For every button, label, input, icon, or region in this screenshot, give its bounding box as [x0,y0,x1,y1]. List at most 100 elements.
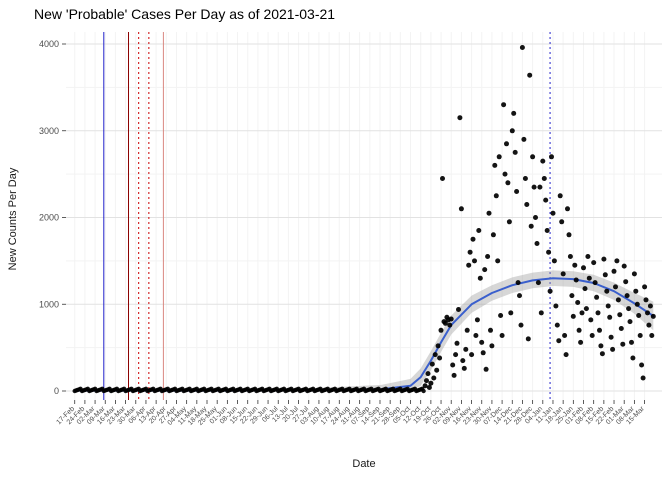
scatter-point [519,45,525,50]
scatter-point [480,350,486,356]
scatter-point [610,346,616,352]
scatter-point [556,338,562,344]
scatter-point [531,184,537,190]
scatter-point [514,189,520,194]
scatter-point [647,303,653,309]
scatter-point [437,355,443,361]
scatter-point [434,367,440,373]
scatter-point [538,310,544,316]
scatter-point [447,322,453,328]
scatter-point [504,141,509,147]
scatter-point [607,314,613,320]
scatter-point [591,260,597,266]
scatter-point [640,375,646,381]
scatter-point [551,258,557,264]
scatter-point [464,327,470,333]
scatter-point [506,219,512,225]
scatter-point [601,256,607,262]
scatter-point [450,362,456,368]
scatter-point [463,346,469,352]
scatter-point [528,223,534,229]
scatter-point [435,343,441,349]
scatter-point [460,358,466,364]
scatter-point [588,317,594,323]
scatter-point [499,333,505,338]
scatter-point [486,210,492,216]
y-tick-label: 0 [54,386,59,396]
scatter-point [565,206,570,212]
scatter-point [608,334,614,340]
scatter-point [649,333,655,338]
scatter-point [521,136,527,142]
scatter-point [631,271,637,277]
scatter-point [454,340,460,346]
scatter-point [457,115,463,121]
y-tick-label: 1000 [39,299,59,309]
scatter-point [595,310,601,316]
scatter-point [573,277,579,283]
scatter-point [617,312,623,318]
scatter-point [530,154,536,160]
y-tick-label: 4000 [39,39,59,49]
scatter-point [611,268,617,274]
scatter-point [533,215,538,220]
scatter-point [424,378,429,384]
scatter-point [633,288,639,294]
scatter-point [534,241,540,246]
scatter-point [594,294,600,300]
scatter-point [620,341,626,347]
scatter-point [524,202,530,207]
scatter-point [615,297,621,303]
scatter-point [467,249,473,255]
scatter-point [614,258,620,264]
chart-title: New 'Probable' Cases Per Day as of 2021-… [34,6,336,22]
scatter-point [425,371,431,377]
scatter-point [476,228,482,233]
scatter-point [498,313,504,318]
scatter-point [448,316,454,322]
scatter-point [583,306,589,312]
scatter-point [511,110,517,116]
scatter-point [566,232,572,238]
scatter-point [495,258,501,264]
scatter-point [569,293,575,299]
scatter-point [624,293,630,299]
scatter-point [458,206,464,212]
scatter-point [482,267,488,273]
scatter-point [589,333,595,338]
scatter-point [470,236,476,242]
scatter-point [512,149,518,155]
scatter-point [621,263,627,269]
scatter-point [579,310,585,316]
scatter-point [535,280,541,286]
scatter-point [634,301,640,307]
scatter-point [639,362,645,368]
scatter-point [537,184,543,190]
scatter-point [613,284,618,290]
scatter-point [598,343,604,349]
baseline-point [421,388,426,394]
scatter-point [563,352,569,358]
scatter-point [627,319,633,325]
scatter-point [597,327,602,333]
scatter-point [426,385,432,390]
scatter-point [527,72,533,78]
scatter-point [585,254,591,259]
scatter-point [456,307,461,312]
scatter-point [540,158,546,164]
scatter-point [586,275,592,281]
scatter-point [550,210,556,216]
scatter-point [479,339,485,345]
scatter-point [432,352,438,358]
scatter-point [473,333,479,338]
scatter-point [525,336,531,342]
scatter-point [562,333,568,338]
scatter-point [544,228,550,233]
scatter-point [483,366,489,372]
scatter-point [496,154,502,160]
scatter-point [560,271,566,277]
scatter-point [629,339,634,345]
scatter-point [431,375,437,381]
